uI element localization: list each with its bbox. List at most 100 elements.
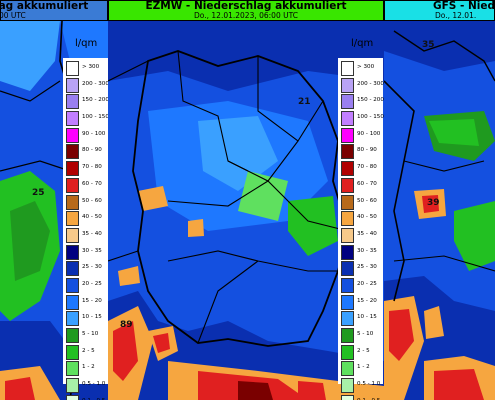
left-legend-label: 60 - 70 xyxy=(82,180,102,187)
left-legend-label: 0.1 - 0.5 xyxy=(82,398,105,400)
left-panel-subtitle: 00 UTC xyxy=(0,11,26,20)
left-legend-entry: 90 - 100 xyxy=(66,127,108,144)
left-panel-header: lag akkumuliert 00 UTC xyxy=(0,0,108,21)
left-legend-swatch xyxy=(66,94,79,110)
center-legend-label: 20 - 25 xyxy=(357,280,377,287)
center-legend-label: 25 - 30 xyxy=(357,264,377,271)
left-legend-label: 30 - 35 xyxy=(82,247,102,254)
center-legend-swatch xyxy=(341,144,354,160)
left-legend-label: 70 - 80 xyxy=(82,164,102,171)
left-legend: > 300 200 - 300 150 - 200 100 - 150 90 - 100… xyxy=(66,60,108,400)
left-legend-entry: 1 - 2 xyxy=(66,360,108,377)
left-precip-value: 25 xyxy=(32,188,45,198)
center-west-value: 89 xyxy=(120,320,133,330)
left-legend-label: 10 - 15 xyxy=(82,314,102,321)
left-legend-label: 90 - 100 xyxy=(82,130,106,137)
center-legend-swatch xyxy=(341,294,354,310)
center-legend-swatch xyxy=(341,194,354,210)
left-legend-entry: 0.5 - 1.0 xyxy=(66,377,108,394)
center-legend-label: > 300 xyxy=(357,64,375,70)
right-north-value: 35 xyxy=(422,40,435,50)
center-legend-entry: 35 - 40 xyxy=(341,227,383,244)
left-legend-swatch xyxy=(66,211,79,227)
right-panel-header: GFS - Nied Do., 12.01. xyxy=(384,0,495,21)
left-legend-label: 25 - 30 xyxy=(82,264,102,271)
center-legend-entry: 0.5 - 1.0 xyxy=(341,377,383,394)
center-legend-label: 0.1 - 0.5 xyxy=(357,398,380,400)
left-legend-swatch xyxy=(66,244,79,260)
left-legend-swatch xyxy=(66,194,79,210)
center-legend-entry: 2 - 5 xyxy=(341,344,383,361)
left-legend-entry: 50 - 60 xyxy=(66,194,108,211)
center-legend-label: 100 - 150 xyxy=(357,114,384,121)
center-legend-swatch xyxy=(341,378,354,394)
left-model-panel: lag akkumuliert 00 UTC 25 l/qm > 300 200 … xyxy=(0,0,108,400)
center-legend-label: 40 - 50 xyxy=(357,214,377,221)
center-north-value: 21 xyxy=(298,97,311,107)
center-legend-label: 50 - 60 xyxy=(357,197,377,204)
left-legend-swatch xyxy=(66,177,79,193)
center-legend-label: 0.5 - 1.0 xyxy=(357,381,381,388)
left-legend-label: 100 - 150 xyxy=(82,114,108,121)
center-panel-title: EZMW - Niederschlag akkumuliert xyxy=(145,0,347,12)
left-legend-label: 40 - 50 xyxy=(82,214,102,221)
left-legend-swatch xyxy=(66,61,79,76)
center-legend-label: 1 - 2 xyxy=(357,364,370,371)
right-precipitation-map xyxy=(384,21,495,400)
center-legend-entry: 200 - 300 xyxy=(341,77,384,94)
center-legend-swatch xyxy=(341,177,354,193)
center-legend-swatch xyxy=(341,211,354,227)
left-legend-swatch xyxy=(66,394,79,400)
center-legend-entry: > 300 xyxy=(341,60,383,77)
left-legend-label: 150 - 200 xyxy=(82,97,108,104)
left-legend-label: 1 - 2 xyxy=(82,364,95,371)
left-legend-entry: 35 - 40 xyxy=(66,227,108,244)
left-legend-label: 200 - 300 xyxy=(82,80,108,87)
left-legend-entry: 150 - 200 xyxy=(66,93,108,110)
center-legend-label: 70 - 80 xyxy=(357,164,377,171)
center-legend-label: 2 - 5 xyxy=(357,347,370,354)
center-panel-subtitle: Do., 12.01.2023, 06:00 UTC xyxy=(194,11,298,20)
center-legend-entry: 5 - 10 xyxy=(341,327,383,344)
left-legend-label: 0.5 - 1.0 xyxy=(82,381,106,388)
center-legend-swatch xyxy=(341,328,354,343)
center-legend-entry: 50 - 60 xyxy=(341,194,383,211)
center-legend-entry: 150 - 200 xyxy=(341,93,384,110)
left-legend-swatch xyxy=(66,77,79,93)
left-legend-label: 35 - 40 xyxy=(82,230,102,237)
left-legend-swatch xyxy=(66,378,79,394)
left-legend-label: 2 - 5 xyxy=(82,347,95,354)
center-legend-entry: 30 - 35 xyxy=(341,244,383,261)
right-panel-title: GFS - Nied xyxy=(433,0,495,12)
center-legend: > 300 200 - 300 150 - 200 100 - 150 90 - 100… xyxy=(341,60,384,400)
right-model-panel: GFS - Nied Do., 12.01. 35 39 xyxy=(384,0,495,400)
right-panel-subtitle: Do., 12.01. xyxy=(435,11,477,20)
left-legend-entry: 5 - 10 xyxy=(66,327,108,344)
center-legend-label: 5 - 10 xyxy=(357,331,374,337)
left-legend-label: 80 - 90 xyxy=(82,147,102,154)
center-panel-header: EZMW - Niederschlag akkumuliert Do., 12.… xyxy=(108,0,384,21)
center-legend-swatch xyxy=(341,111,354,127)
left-legend-swatch xyxy=(66,361,79,377)
center-legend-label: 200 - 300 xyxy=(357,80,384,87)
center-legend-swatch xyxy=(341,394,354,400)
center-legend-label: 80 - 90 xyxy=(357,147,377,154)
left-legend-unit: l/qm xyxy=(75,38,98,49)
center-legend-entry: 100 - 150 xyxy=(341,110,384,127)
left-legend-entry: 30 - 35 xyxy=(66,244,108,261)
left-legend-entry: 70 - 80 xyxy=(66,160,108,177)
center-legend-entry: 20 - 25 xyxy=(341,277,383,294)
left-legend-swatch xyxy=(66,161,79,177)
left-legend-entry: 80 - 90 xyxy=(66,143,108,160)
center-legend-swatch xyxy=(341,161,354,177)
center-legend-swatch xyxy=(341,127,354,143)
left-legend-entry: 2 - 5 xyxy=(66,344,108,361)
left-legend-label: 20 - 25 xyxy=(82,280,102,287)
center-legend-label: 60 - 70 xyxy=(357,180,377,187)
center-legend-entry: 70 - 80 xyxy=(341,160,383,177)
center-legend-swatch xyxy=(341,244,354,260)
center-legend-swatch xyxy=(341,361,354,377)
left-legend-entry: 200 - 300 xyxy=(66,77,108,94)
center-legend-swatch xyxy=(341,261,354,277)
center-legend-label: 30 - 35 xyxy=(357,247,377,254)
